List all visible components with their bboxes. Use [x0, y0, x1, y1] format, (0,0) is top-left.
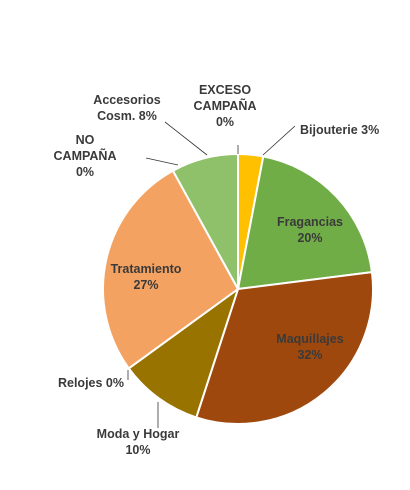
label-moda-y-hogar: Moda y Hogar 10%	[97, 427, 180, 457]
leader-lines	[127, 121, 296, 428]
label-relojes: Relojes 0%	[58, 376, 124, 390]
label-exceso-campana: EXCESO CAMPAÑA 0%	[194, 83, 257, 129]
pie-slices	[102, 152, 374, 425]
label-tratamiento: Tratamiento 27%	[111, 262, 182, 292]
slice-fragancias	[236, 155, 374, 291]
label-maquillajes: Maquillajes 32%	[276, 332, 343, 362]
label-no-campana: NO CAMPAÑA 0%	[54, 133, 117, 179]
label-fragancias: Fragancias 20%	[277, 215, 343, 245]
label-accesorios-cosm: Accesorios Cosm. 8%	[93, 93, 160, 123]
label-bijouterie: Bijouterie 3%	[300, 123, 379, 137]
slice-tratamiento	[102, 169, 240, 370]
slice-moda-y-hogar	[127, 286, 240, 419]
leader-line-accesorios-cosm	[164, 121, 208, 156]
leader-line-bijouterie	[262, 125, 296, 156]
slice-maquillajes	[195, 270, 374, 425]
slice-labels: Bijouterie 3% Fragancias 20% Maquillajes 32%…	[54, 83, 380, 457]
leader-line-no-campana	[145, 157, 179, 166]
